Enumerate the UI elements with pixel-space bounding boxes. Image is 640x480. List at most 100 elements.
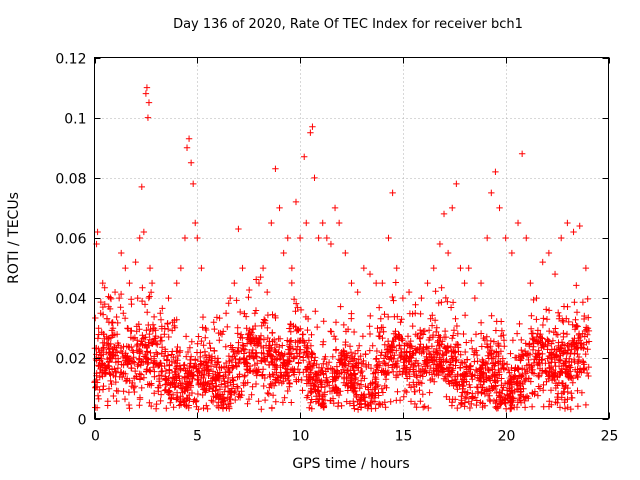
data-point: [551, 270, 559, 278]
axis-ticks: 0 5 10 15 20 25 0 0.02 0.04 0.06 0.08 0.1 0.12: [55, 52, 618, 445]
data-point: [157, 310, 164, 317]
data-point: [449, 204, 456, 212]
x-axis-label: GPS time / hours: [292, 456, 410, 472]
data-point: [335, 219, 343, 227]
data-point: [570, 228, 577, 236]
data-point: [169, 319, 176, 326]
data-point: [379, 279, 386, 287]
data-point: [226, 294, 234, 302]
data-point: [539, 258, 546, 266]
data-point: [202, 325, 209, 332]
data-point: [143, 84, 151, 91]
data-point: [508, 249, 516, 257]
data-point: [130, 349, 137, 356]
data-point: [192, 219, 199, 227]
data-point: [142, 90, 150, 97]
data-point: [111, 288, 119, 296]
data-cloud: [91, 273, 593, 413]
data-point: [239, 264, 246, 272]
data-point: [115, 294, 123, 302]
data-point: [533, 294, 540, 302]
y-tick-label: 0.04: [55, 292, 86, 308]
data-point: [393, 264, 400, 272]
data-point: [259, 264, 267, 272]
data-point: [514, 219, 522, 227]
data-point: [523, 234, 530, 242]
data-point: [418, 294, 425, 302]
data-point: [457, 264, 464, 272]
data-point: [354, 288, 361, 296]
data-point: [492, 168, 499, 176]
data-point: [140, 228, 148, 236]
data-point: [251, 310, 259, 317]
data-point: [342, 249, 349, 257]
data-point: [276, 204, 283, 212]
data-point: [97, 310, 104, 317]
x-tick-label: 0: [91, 429, 100, 445]
data-point: [496, 204, 503, 212]
data-point: [477, 279, 485, 287]
data-point: [272, 165, 279, 173]
data-point: [113, 331, 121, 338]
data-point: [165, 294, 172, 302]
data-point: [120, 310, 127, 317]
data-point: [99, 279, 106, 287]
data-point: [173, 279, 180, 287]
data-point: [502, 234, 509, 242]
data-point: [465, 264, 472, 272]
data-point: [483, 234, 491, 242]
data-point: [488, 189, 495, 197]
data-point: [177, 264, 185, 272]
data-point: [584, 325, 592, 332]
data-point: [311, 174, 318, 182]
data-point: [582, 264, 590, 272]
data-point: [436, 240, 444, 248]
data-point: [327, 240, 335, 248]
data-point: [372, 279, 380, 287]
data-point: [146, 264, 154, 272]
x-tick-label: 20: [498, 429, 516, 445]
chart-title: Day 136 of 2020, Rate Of TEC Index for r…: [173, 17, 523, 32]
data-point: [109, 325, 117, 332]
data-point: [255, 279, 263, 287]
data-point: [185, 135, 193, 142]
data-point: [360, 264, 368, 272]
data-point: [138, 183, 145, 191]
x-tick-label: 25: [601, 429, 619, 445]
data-point: [564, 219, 571, 227]
data-point: [100, 331, 107, 338]
data-point: [424, 279, 431, 287]
y-tick-label: 0.12: [55, 52, 86, 68]
data-point: [309, 123, 316, 130]
data-point: [183, 144, 191, 151]
data-point: [385, 234, 392, 242]
y-tick-label: 0.06: [55, 232, 86, 248]
data-point: [210, 319, 217, 326]
data-point: [235, 225, 242, 233]
data-point: [301, 153, 308, 160]
data-point: [124, 325, 131, 332]
data-point: [107, 355, 115, 362]
data-point: [128, 300, 135, 308]
data-point: [405, 288, 413, 296]
data-point: [303, 219, 310, 227]
data-point: [189, 180, 197, 188]
data-point: [527, 279, 534, 287]
y-axis-label: ROTI / TECUs: [6, 192, 22, 284]
x-tick-label: 10: [292, 429, 310, 445]
data-point: [231, 279, 238, 287]
data-point: [453, 180, 460, 188]
data-point: [132, 258, 139, 266]
data-point: [292, 198, 300, 206]
data-points: [91, 84, 592, 386]
data-point: [243, 325, 250, 332]
data-point: [545, 249, 553, 257]
data-point: [98, 361, 105, 368]
data-point: [288, 264, 296, 272]
data-point: [214, 355, 222, 362]
data-point: [136, 234, 143, 242]
data-point: [280, 249, 287, 257]
data-point: [471, 294, 479, 302]
